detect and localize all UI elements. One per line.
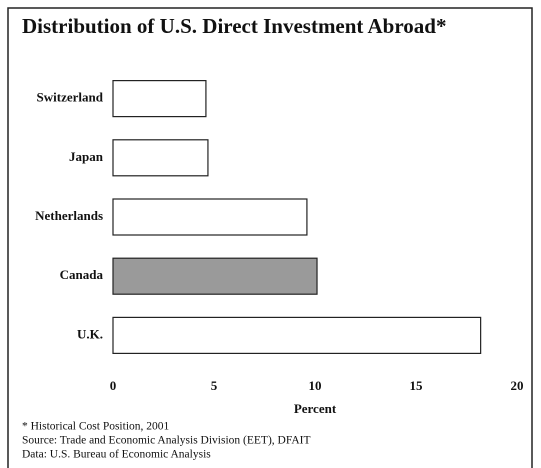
bar: [112, 257, 318, 295]
frame: [7, 7, 533, 468]
bar: [112, 139, 209, 177]
x-axis-label: Percent: [294, 401, 337, 416]
y-tick-label: U.K.: [77, 326, 103, 341]
bar: [112, 79, 207, 118]
chart-title: Distribution of U.S. Direct Investment A…: [22, 14, 446, 38]
x-tick-label: 10: [309, 378, 322, 393]
bar: [112, 198, 308, 236]
y-tick-label: Switzerland: [37, 90, 104, 105]
x-tick-label: 15: [410, 378, 424, 393]
y-tick-label: Canada: [60, 267, 104, 282]
x-tick-label: 5: [211, 378, 218, 393]
x-tick-label: 0: [110, 378, 117, 393]
note: Source: Trade and Economic Analysis Divi…: [22, 435, 311, 447]
x-tick-label: 20: [511, 378, 524, 393]
y-tick-label: Netherlands: [35, 208, 103, 223]
bar: [112, 316, 482, 354]
note: * Historical Cost Position, 2001: [22, 421, 170, 433]
y-tick-label: Japan: [69, 149, 104, 164]
note: Data: U.S. Bureau of Economic Analysis: [22, 449, 211, 461]
